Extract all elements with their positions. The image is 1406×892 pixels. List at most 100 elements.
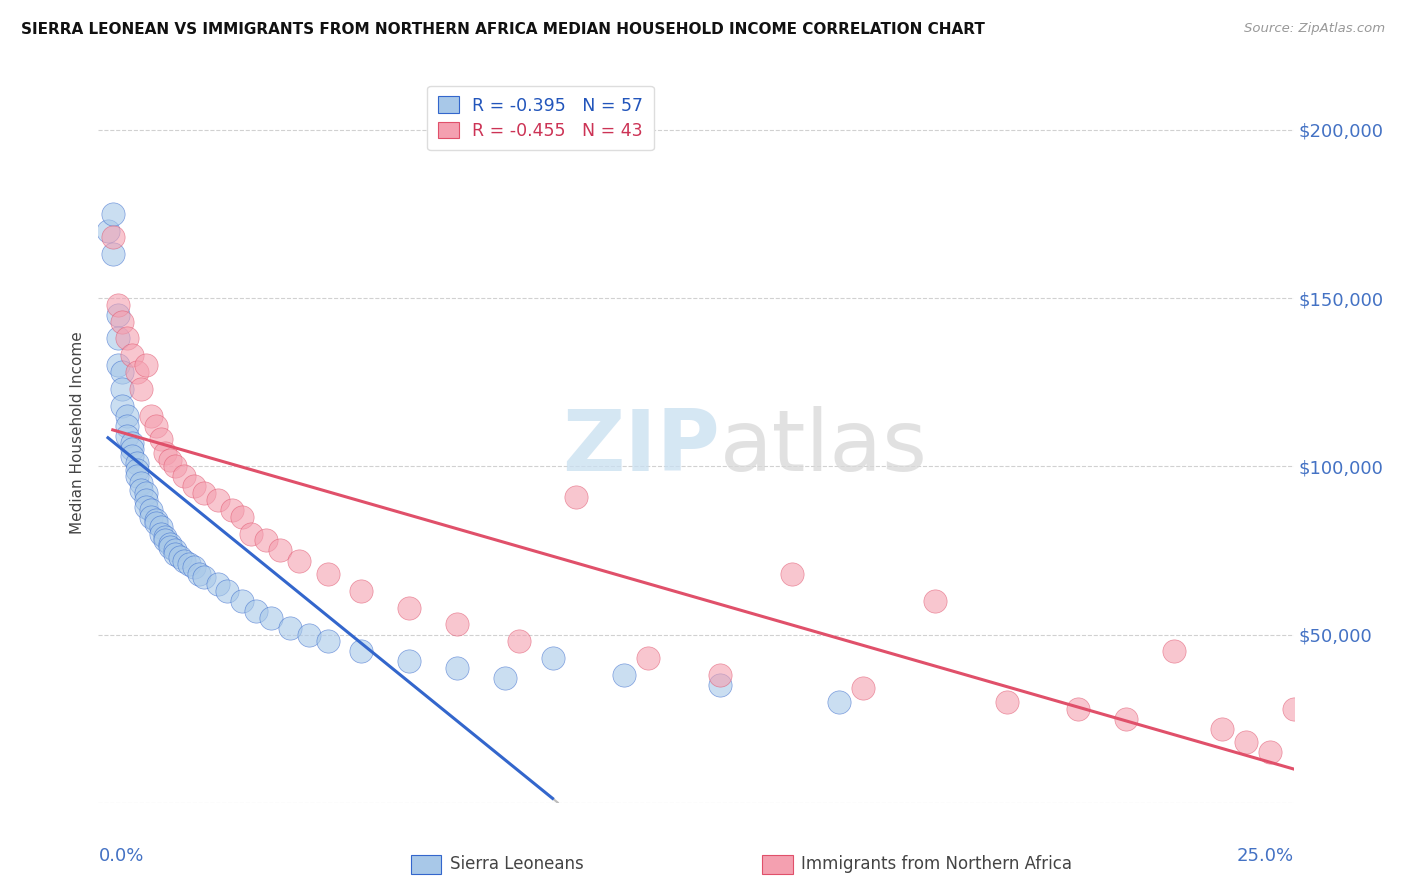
Point	[135, 486, 157, 500]
Point	[254, 533, 277, 548]
Point	[121, 442, 143, 457]
Point	[1163, 644, 1185, 658]
Point	[924, 594, 946, 608]
Point	[217, 583, 239, 598]
Point	[163, 543, 186, 558]
Point	[828, 695, 851, 709]
Point	[107, 308, 129, 322]
Point	[139, 509, 162, 524]
Point	[111, 382, 134, 396]
Point	[159, 540, 181, 554]
Point	[155, 446, 177, 460]
Point	[494, 671, 516, 685]
Point	[145, 418, 167, 433]
Point	[565, 490, 588, 504]
Legend: R = -0.395   N = 57, R = -0.455   N = 43: R = -0.395 N = 57, R = -0.455 N = 43	[427, 86, 654, 150]
Point	[298, 627, 321, 641]
Point	[780, 566, 803, 581]
Point	[159, 536, 181, 550]
Point	[111, 399, 134, 413]
Point	[316, 634, 339, 648]
Point	[135, 492, 157, 507]
Text: SIERRA LEONEAN VS IMMIGRANTS FROM NORTHERN AFRICA MEDIAN HOUSEHOLD INCOME CORREL: SIERRA LEONEAN VS IMMIGRANTS FROM NORTHE…	[21, 22, 986, 37]
Point	[350, 644, 373, 658]
Text: 25.0%: 25.0%	[1236, 847, 1294, 865]
Point	[187, 566, 209, 581]
Point	[508, 634, 530, 648]
Point	[107, 331, 129, 345]
Point	[121, 449, 143, 463]
Point	[121, 348, 143, 362]
Point	[101, 247, 124, 261]
Point	[288, 553, 311, 567]
Point	[115, 409, 138, 423]
Point	[613, 668, 636, 682]
Point	[163, 547, 186, 561]
Point	[1067, 701, 1090, 715]
Point	[101, 230, 124, 244]
Point	[125, 462, 148, 476]
Point	[149, 520, 172, 534]
Point	[131, 382, 153, 396]
Point	[1115, 712, 1137, 726]
Point	[115, 429, 138, 443]
Point	[169, 550, 191, 565]
Point	[139, 409, 162, 423]
Point	[231, 509, 253, 524]
Point	[231, 594, 253, 608]
Point	[135, 359, 157, 373]
Point	[278, 621, 301, 635]
Point	[269, 543, 291, 558]
Point	[163, 459, 186, 474]
Point	[221, 503, 243, 517]
Point	[398, 655, 420, 669]
Point	[1282, 701, 1305, 715]
Point	[131, 483, 153, 497]
Point	[1258, 745, 1281, 759]
Text: Source: ZipAtlas.com: Source: ZipAtlas.com	[1244, 22, 1385, 36]
Point	[207, 492, 229, 507]
Point	[125, 365, 148, 379]
Point	[179, 557, 201, 571]
Text: Sierra Leoneans: Sierra Leoneans	[450, 855, 583, 873]
Point	[107, 298, 129, 312]
Point	[1211, 722, 1233, 736]
Point	[852, 681, 875, 696]
Point	[398, 600, 420, 615]
Text: 0.0%: 0.0%	[98, 847, 143, 865]
Point	[139, 503, 162, 517]
Point	[155, 533, 177, 548]
Point	[709, 678, 731, 692]
Point	[115, 331, 138, 345]
Point	[709, 668, 731, 682]
Point	[316, 566, 339, 581]
Point	[1234, 735, 1257, 749]
Point	[125, 469, 148, 483]
Point	[446, 617, 468, 632]
Text: ZIP: ZIP	[562, 406, 720, 489]
Point	[97, 224, 120, 238]
Point	[541, 651, 564, 665]
Point	[207, 577, 229, 591]
Point	[183, 479, 205, 493]
Point	[155, 530, 177, 544]
Point	[259, 610, 281, 624]
Text: Immigrants from Northern Africa: Immigrants from Northern Africa	[801, 855, 1073, 873]
Point	[193, 570, 215, 584]
Point	[131, 476, 153, 491]
Point	[111, 314, 134, 328]
Point	[245, 604, 267, 618]
Point	[240, 526, 263, 541]
Point	[446, 661, 468, 675]
Point	[173, 553, 195, 567]
Y-axis label: Median Household Income: Median Household Income	[70, 331, 86, 534]
Point	[145, 516, 167, 531]
Point	[159, 452, 181, 467]
Point	[173, 469, 195, 483]
Point	[111, 365, 134, 379]
Point	[121, 435, 143, 450]
Point	[193, 486, 215, 500]
Point	[995, 695, 1018, 709]
Point	[149, 433, 172, 447]
Text: atlas: atlas	[720, 406, 928, 489]
